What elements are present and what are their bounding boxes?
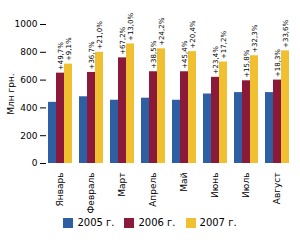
html-text:2006 г.: 2006 г.: [138, 217, 176, 228]
svg-text:+36,7%: +36,7%: [88, 41, 96, 69]
svg-text:Июнь: Июнь: [210, 173, 220, 199]
html-text:2007 г.: 2007 г.: [199, 217, 237, 228]
svg-text:Март: Март: [117, 173, 127, 197]
svg-text:+24,2%: +24,2%: [158, 17, 166, 45]
svg-text:Январь: Январь: [55, 173, 65, 207]
svg-text:Млн грн.: Млн грн.: [6, 73, 16, 114]
svg-text:+67,2%: +67,2%: [119, 26, 127, 54]
svg-text:Апрель: Апрель: [148, 173, 158, 207]
svg-text:Май: Май: [179, 172, 189, 191]
svg-text:+21,0%: +21,0%: [96, 21, 104, 49]
svg-text:Август: Август: [272, 173, 282, 205]
svg-text:1000: 1000: [15, 19, 38, 29]
svg-text:+38,5%: +38,5%: [150, 40, 158, 68]
svg-text:400: 400: [20, 103, 37, 113]
svg-text:0: 0: [32, 158, 38, 168]
svg-text:+18,3%: +18,3%: [274, 49, 282, 77]
svg-text:Июль: Июль: [241, 173, 251, 198]
svg-text:600: 600: [20, 75, 37, 85]
svg-text:+17,2%: +17,2%: [220, 31, 228, 59]
svg-text:+32,3%: +32,3%: [251, 24, 259, 52]
svg-text:+45,4%: +45,4%: [181, 40, 189, 68]
html-text:2005 г.: 2005 г.: [77, 217, 115, 228]
svg-text:200: 200: [20, 131, 37, 141]
svg-text:Февраль: Февраль: [86, 173, 96, 214]
svg-text:800: 800: [20, 47, 37, 57]
svg-text:+9,1%: +9,1%: [65, 37, 73, 61]
svg-text:+33,6%: +33,6%: [282, 19, 290, 47]
svg-text:+13,0%: +13,0%: [127, 13, 135, 41]
svg-text:+49,7%: +49,7%: [57, 42, 65, 70]
svg-text:+23,4%: +23,4%: [212, 46, 220, 74]
svg-text:+15,8%: +15,8%: [243, 49, 251, 77]
svg-text:+20,4%: +20,4%: [189, 20, 197, 48]
